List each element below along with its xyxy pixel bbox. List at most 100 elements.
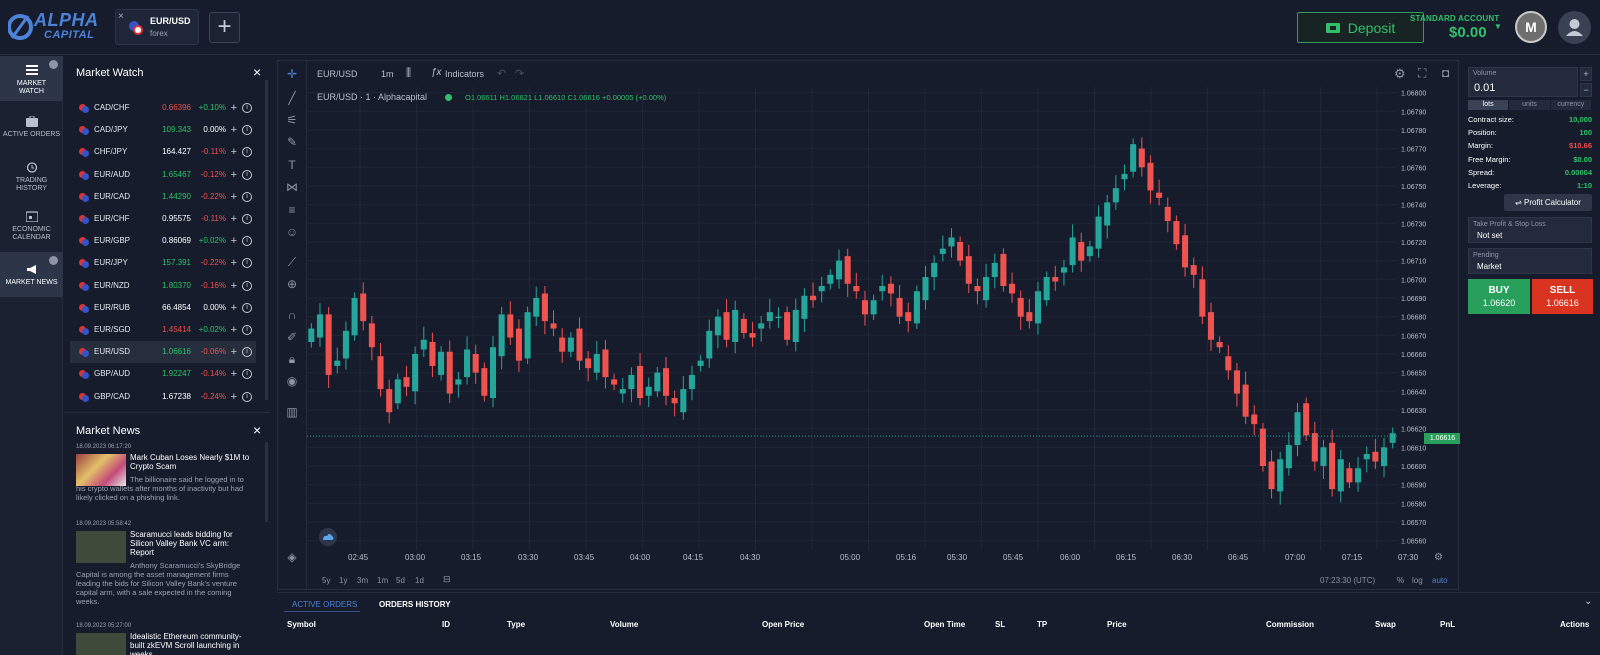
deposit-button[interactable]: Deposit	[1297, 12, 1424, 43]
sell-button[interactable]: SELL 1.06616	[1532, 279, 1593, 314]
news-item[interactable]: 18.09.2023 06:17:20 Mark Cuban Loses Nea…	[76, 444, 254, 502]
ruler-icon[interactable]: ⟋	[287, 255, 297, 269]
redo-icon[interactable]: ↷	[515, 68, 525, 80]
market-watch-scrollbar[interactable]	[265, 80, 268, 400]
candle-body[interactable]	[472, 353, 479, 373]
account-balance[interactable]: $0.00	[1449, 24, 1487, 41]
profit-calculator-button[interactable]: ⇌ Profit Calculator	[1504, 194, 1592, 211]
market-watch-row[interactable]: EUR/CHF 0.95575 -0.11% + i	[70, 208, 256, 230]
candle-body[interactable]	[1130, 144, 1137, 172]
candle-body[interactable]	[1034, 291, 1042, 324]
candle-body[interactable]	[991, 262, 998, 278]
info-icon[interactable]: i	[242, 347, 252, 358]
candle-body[interactable]	[611, 379, 618, 385]
candle-body[interactable]	[386, 389, 393, 413]
add-icon[interactable]: +	[230, 368, 237, 381]
nav-economic-calendar[interactable]: ECONOMIC CALENDAR	[0, 211, 63, 242]
candle-body[interactable]	[464, 349, 471, 378]
news-item[interactable]: 18.09.2023 05:58:42 Scaramucci leads bid…	[76, 521, 254, 606]
candle-body[interactable]	[1173, 221, 1180, 245]
candle-body[interactable]	[455, 379, 462, 385]
text-icon[interactable]: T	[288, 158, 296, 172]
candle-body[interactable]	[1251, 414, 1258, 425]
candle-body[interactable]	[983, 277, 990, 301]
candle-body[interactable]	[1242, 384, 1249, 417]
candle-body[interactable]	[688, 374, 695, 390]
medal-icon[interactable]: M	[1515, 11, 1547, 43]
candle-body[interactable]	[515, 328, 522, 361]
candle-body[interactable]	[654, 372, 661, 392]
candle-body[interactable]	[1009, 283, 1016, 294]
candle-body[interactable]	[1329, 442, 1336, 490]
market-watch-row[interactable]: EUR/AUD 1.65467 -0.12% + i	[70, 164, 256, 186]
candle-body[interactable]	[1311, 433, 1318, 462]
orders-column-header[interactable]: PnL	[1440, 620, 1456, 629]
candle-body[interactable]	[740, 318, 747, 334]
info-icon[interactable]: i	[242, 258, 252, 269]
candle-body[interactable]	[1147, 162, 1154, 191]
candle-body[interactable]	[1294, 412, 1301, 446]
candle-body[interactable]	[334, 360, 341, 366]
market-news-scrollbar[interactable]	[265, 442, 268, 522]
candle-body[interactable]	[446, 351, 453, 394]
candle-body[interactable]	[974, 286, 981, 292]
candle-body[interactable]	[524, 312, 531, 359]
candle-body[interactable]	[360, 293, 367, 322]
candle-body[interactable]	[818, 286, 825, 292]
candle-body[interactable]	[559, 337, 566, 352]
add-icon[interactable]: +	[230, 235, 237, 248]
info-icon[interactable]: i	[242, 369, 252, 380]
settings-icon[interactable]: ⚙	[1394, 66, 1406, 81]
range-button[interactable]: 5y	[322, 576, 331, 585]
candle-body[interactable]	[1199, 279, 1206, 317]
candle-body[interactable]	[1156, 192, 1163, 198]
add-icon[interactable]: +	[230, 190, 237, 203]
chart-timeframe[interactable]: 1m	[381, 69, 394, 79]
add-icon[interactable]: +	[230, 102, 237, 114]
candle-body[interactable]	[1216, 342, 1223, 348]
candle-body[interactable]	[1112, 188, 1119, 203]
volume-input[interactable]	[1468, 67, 1578, 97]
collapse-dot-icon[interactable]	[49, 256, 58, 265]
candle-body[interactable]	[1225, 356, 1232, 371]
candle-body[interactable]	[948, 237, 955, 247]
account-type[interactable]: STANDARD ACCOUNT	[1410, 14, 1500, 23]
nav-trading-history[interactable]: TRADING HISTORY	[0, 162, 63, 193]
candle-body[interactable]	[645, 386, 652, 396]
nav-active-orders[interactable]: ACTIVE ORDERS	[0, 116, 63, 139]
percent-toggle[interactable]: %	[1397, 576, 1405, 585]
candle-body[interactable]	[602, 349, 609, 378]
candle-body[interactable]	[662, 368, 670, 396]
tab-orders-history[interactable]: ORDERS HISTORY	[379, 600, 451, 609]
candle-body[interactable]	[1346, 468, 1353, 483]
candle-body[interactable]	[377, 356, 384, 390]
candle-body[interactable]	[1190, 265, 1197, 275]
candle-body[interactable]	[489, 347, 497, 399]
indicators-button[interactable]: Indicators	[445, 69, 485, 79]
market-watch-row[interactable]: CAD/JPY 109.343 0.00% + i	[70, 119, 256, 141]
layers-icon[interactable]: ◈	[287, 550, 297, 564]
candle-body[interactable]	[887, 283, 894, 294]
candle-body[interactable]	[593, 353, 600, 373]
info-icon[interactable]: i	[242, 302, 252, 313]
camera-icon[interactable]: ◘	[1442, 66, 1450, 80]
candle-body[interactable]	[619, 389, 626, 394]
market-watch-row[interactable]: EUR/JPY 157.391 -0.22% + i	[70, 252, 256, 274]
close-tab-icon[interactable]: ×	[118, 11, 124, 22]
candle-body[interactable]	[1043, 277, 1050, 301]
orders-column-header[interactable]: TP	[1037, 620, 1048, 629]
cloud-icon[interactable]	[318, 527, 338, 547]
candle-body[interactable]	[1277, 459, 1284, 492]
candle-body[interactable]	[1363, 454, 1370, 460]
magnet-icon[interactable]: ∩	[287, 308, 297, 322]
add-icon[interactable]: +	[230, 213, 237, 225]
range-button[interactable]: 1y	[339, 576, 348, 585]
buy-button[interactable]: BUY 1.06620	[1468, 279, 1530, 314]
candle-body[interactable]	[853, 286, 860, 292]
orders-column-header[interactable]: Swap	[1375, 620, 1396, 629]
candle-body[interactable]	[766, 312, 773, 322]
auto-toggle[interactable]: auto	[1432, 576, 1448, 585]
market-watch-row[interactable]: EUR/SGD 1.45414 +0.02% + i	[70, 319, 256, 341]
volume-plus-button[interactable]: +	[1580, 67, 1592, 81]
lock-draw-icon[interactable]: ✐	[286, 330, 298, 344]
